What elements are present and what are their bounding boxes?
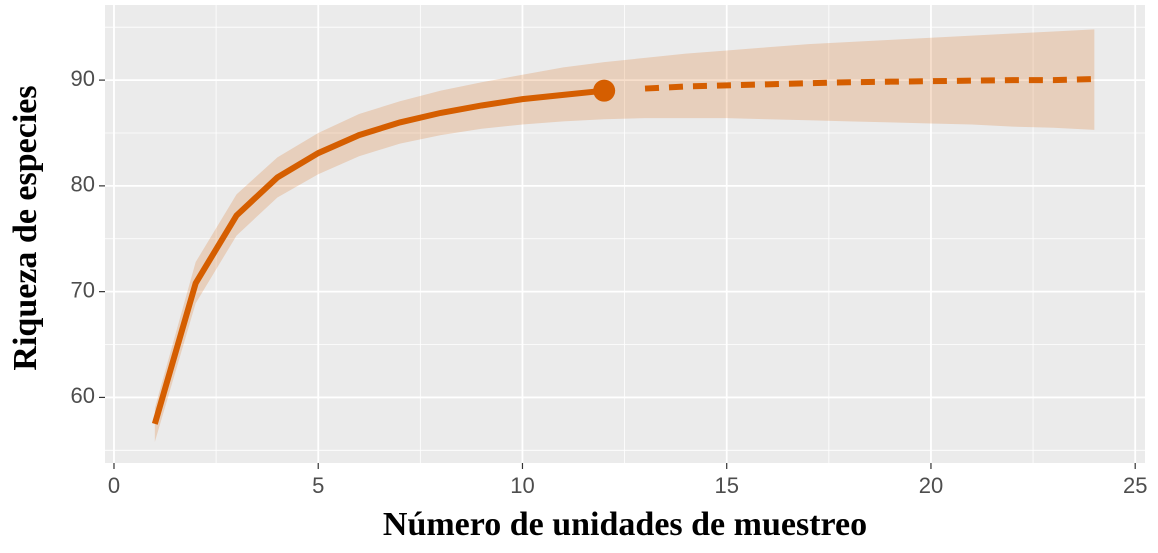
observed-point — [593, 79, 616, 102]
x-axis-title: Número de unidades de muestreo — [383, 506, 867, 543]
y-tick-label: 80 — [71, 172, 95, 197]
series-line — [151, 87, 605, 425]
grid — [105, 5, 1145, 463]
confidence-band — [154, 29, 1095, 442]
x-tick-label: 15 — [714, 473, 738, 498]
x-tick-label: 25 — [1123, 473, 1147, 498]
y-tick-label: 70 — [71, 277, 95, 302]
marks — [151, 29, 1095, 442]
y-tick-label: 90 — [71, 66, 95, 91]
y-axis-title: Riqueza de especies — [7, 85, 44, 370]
y-tick-label: 60 — [71, 383, 95, 408]
panel — [105, 5, 1145, 463]
x-tick-label: 10 — [510, 473, 534, 498]
x-tick-label: 20 — [919, 473, 943, 498]
x-tick-label: 0 — [108, 473, 120, 498]
x-tick-label: 5 — [312, 473, 324, 498]
series-line — [644, 76, 1095, 92]
